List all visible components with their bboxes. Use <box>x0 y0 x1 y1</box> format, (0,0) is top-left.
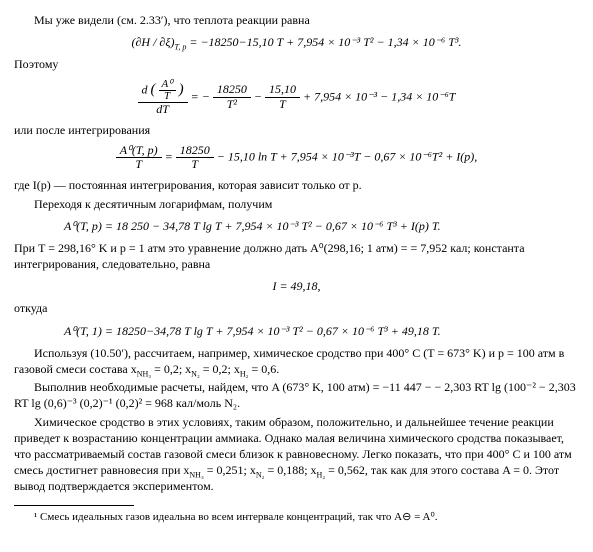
f3-ln: A⁰(T, p) <box>116 144 162 158</box>
formula-I: I = 49,18, <box>14 278 579 294</box>
f2-t2: 15,10 T <box>265 83 300 110</box>
dH-rhs: = −18250−15,10 T + 7,954 × 10⁻³ T² − 1,3… <box>186 35 461 49</box>
f3-rest: − 15,10 ln T + 7,954 × 10⁻³T − 0,67 × 10… <box>217 149 478 163</box>
formula-3: A⁰(T, p) T = 18250 T − 15,10 ln T + 7,95… <box>14 144 579 171</box>
text-pri: При T = 298,16° K и p = 1 атм это уравне… <box>14 240 579 272</box>
f2-inner-num: A⁰ <box>159 79 176 91</box>
sub-h2-2: H₂ <box>317 471 326 480</box>
f2-t2d: T <box>265 98 300 111</box>
f2-t1: 18250 T² <box>213 83 251 110</box>
Ival: I = 49,18, <box>272 279 320 293</box>
f2-t1d: T² <box>213 98 251 111</box>
text-him: Химическое сродство в этих условиях, так… <box>14 414 579 495</box>
dH-sub: T, p <box>175 43 187 52</box>
f2-t1n: 18250 <box>213 83 251 97</box>
formula-2: d ( A⁰T ) dT = − 18250 T² − 15,10 T + 7,… <box>14 79 579 116</box>
f3-rn: 18250 <box>176 144 214 158</box>
f2-mid: = − <box>191 89 213 103</box>
dH-lhs: (∂H / ∂ξ) <box>132 35 175 49</box>
formula-4: A⁰(T, p) = 18 250 − 34,78 T lg T + 7,954… <box>14 218 579 234</box>
f4-text: A⁰(T, p) = 18 250 − 34,78 T lg T + 7,954… <box>64 219 441 233</box>
f3-eq: = <box>165 149 176 163</box>
text-isp: Используя (10.50′), рассчитаем, например… <box>14 345 579 377</box>
f3-r: 18250 T <box>176 144 214 171</box>
formula-5: A⁰(T, 1) = 18250−34,78 T lg T + 7,954 × … <box>14 323 579 339</box>
sub-n2-1: N₂ <box>191 369 200 378</box>
f5-text: A⁰(T, 1) = 18250−34,78 T lg T + 7,954 × … <box>64 324 441 338</box>
text-poetomu: Поэтому <box>14 56 579 72</box>
text-vyp: Выполнив необходимые расчеты, найдем, чт… <box>14 379 579 411</box>
f3-rd: T <box>176 158 214 171</box>
text-line1: Мы уже видели (см. 2.33′), что теплота р… <box>14 12 579 28</box>
text-gde: где I(p) — постоянная интегрирования, ко… <box>14 177 579 193</box>
footnote-divider <box>14 505 134 506</box>
text-otkuda: откуда <box>14 300 579 316</box>
f3-l: A⁰(T, p) T <box>116 144 162 171</box>
minus: − <box>254 89 265 103</box>
f2-main-frac: d ( A⁰T ) dT <box>138 79 188 116</box>
formula-dH: (∂H / ∂ξ)T, p = −18250−15,10 T + 7,954 ×… <box>14 34 579 50</box>
f2-den: dT <box>138 103 188 116</box>
f2-inner-den: T <box>159 91 176 102</box>
sub-nh3-1: NH₃ <box>137 369 151 378</box>
f2-rest: + 7,954 × 10⁻³ − 1,34 × 10⁻⁶T <box>303 89 456 103</box>
f3-ld: T <box>116 158 162 171</box>
text-ili: или после интегрирования <box>14 122 579 138</box>
text-perehod: Переходя к десятичным логарифмам, получи… <box>14 196 579 212</box>
footnote-text: ¹ Смесь идеальных газов идеальна во всем… <box>14 510 579 525</box>
f2-t2n: 15,10 <box>265 83 300 97</box>
